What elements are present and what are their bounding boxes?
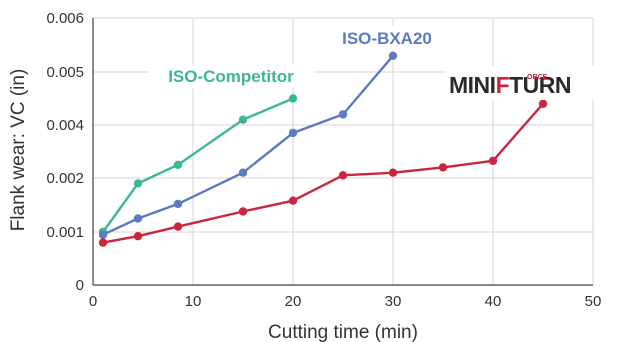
y-tick-label: 0.006 <box>46 10 84 27</box>
logo-text: MINIFTURN <box>449 72 571 98</box>
y-axis-title: Flank wear: VC (in) <box>8 69 29 232</box>
x-tick-label: 50 <box>585 293 602 310</box>
data-point-miniforce <box>173 222 183 231</box>
data-point-competitor <box>133 179 143 188</box>
series-label-iso-bxa20: ISO-BXA20 <box>342 29 432 48</box>
data-point-bxa20 <box>388 51 398 60</box>
series-line-competitor <box>102 97 294 233</box>
y-tick-label: 0.001 <box>46 224 84 241</box>
x-tick-label: 0 <box>89 293 97 310</box>
competitor-label-bg <box>148 64 314 88</box>
series-line-miniforce <box>102 103 544 244</box>
data-point-competitor <box>238 115 248 124</box>
bxa20-label-bg <box>330 26 444 50</box>
x-tick-label: 10 <box>185 293 202 310</box>
logo-turn: TURN <box>509 72 571 98</box>
series-label-iso-competitor: ISO-Competitor <box>168 67 294 86</box>
data-point-miniforce <box>538 99 548 109</box>
grid-lines <box>93 17 594 285</box>
miniforce-turn-logo: MINIFTURN ORCE <box>446 66 628 100</box>
series-layer <box>98 51 548 247</box>
data-point-miniforce <box>388 168 398 177</box>
logo-f: F <box>496 72 510 98</box>
data-point-miniforce <box>438 163 448 172</box>
tick-labels: 0 10 20 30 40 50 0 0.001 0.002 0.004 0.005 0.006 <box>46 10 601 310</box>
logo-bg <box>446 66 628 100</box>
data-point-miniforce <box>98 238 108 247</box>
data-point-miniforce <box>288 196 298 205</box>
x-tick-label: 30 <box>385 293 402 310</box>
y-tick-label: 0.002 <box>46 170 84 187</box>
data-point-bxa20 <box>238 168 248 177</box>
data-point-bxa20 <box>173 199 183 209</box>
logo-orce: ORCE <box>527 74 548 81</box>
data-point-bxa20 <box>338 110 348 119</box>
data-point-miniforce <box>238 207 248 216</box>
axes <box>92 18 593 286</box>
x-tick-label: 40 <box>485 293 502 310</box>
y-tick-label: 0.005 <box>46 64 84 81</box>
x-tick-label: 20 <box>285 293 302 310</box>
series-labels: ISO-Competitor ISO-BXA20 <box>148 26 444 88</box>
data-point-miniforce <box>488 156 498 165</box>
y-tick-label: 0 <box>76 277 84 294</box>
data-point-bxa20 <box>288 128 298 138</box>
data-point-miniforce <box>338 171 348 180</box>
data-point-bxa20 <box>98 230 108 239</box>
y-tick-label: 0.004 <box>46 117 84 134</box>
data-point-competitor <box>288 94 298 103</box>
data-point-miniforce <box>133 232 143 241</box>
data-point-bxa20 <box>133 214 143 223</box>
logo-mini: MINI <box>449 72 496 98</box>
x-axis-title: Cutting time (min) <box>268 322 418 342</box>
data-point-competitor <box>173 160 183 169</box>
